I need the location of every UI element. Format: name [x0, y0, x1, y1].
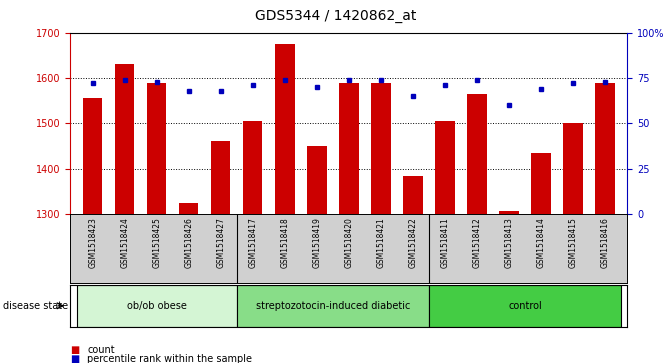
Bar: [244, 121, 262, 214]
Bar: [564, 123, 582, 214]
Bar: [403, 176, 423, 214]
Text: GSM1518426: GSM1518426: [185, 217, 193, 269]
Text: GSM1518422: GSM1518422: [409, 217, 417, 268]
Bar: [211, 141, 231, 214]
Text: GSM1518427: GSM1518427: [216, 217, 225, 269]
Bar: [275, 44, 295, 214]
Text: GSM1518415: GSM1518415: [568, 217, 578, 269]
Text: streptozotocin-induced diabetic: streptozotocin-induced diabetic: [256, 301, 410, 311]
Text: GSM1518424: GSM1518424: [120, 217, 130, 269]
Bar: [83, 98, 103, 214]
Bar: [499, 211, 519, 214]
Bar: [147, 82, 166, 214]
Text: GSM1518416: GSM1518416: [601, 217, 609, 269]
Bar: [371, 82, 391, 214]
Bar: [237, 285, 429, 327]
Text: GSM1518423: GSM1518423: [89, 217, 97, 269]
Bar: [595, 82, 615, 214]
Text: GSM1518420: GSM1518420: [344, 217, 354, 269]
Text: ob/ob obese: ob/ob obese: [127, 301, 187, 311]
Text: GSM1518414: GSM1518414: [537, 217, 546, 269]
Text: GSM1518418: GSM1518418: [280, 217, 289, 268]
Text: disease state: disease state: [3, 301, 68, 311]
Bar: [115, 65, 134, 214]
Text: control: control: [508, 301, 542, 311]
Text: ■: ■: [70, 354, 80, 363]
Bar: [429, 285, 621, 327]
Bar: [340, 82, 358, 214]
Bar: [435, 121, 454, 214]
Text: GDS5344 / 1420862_at: GDS5344 / 1420862_at: [255, 9, 416, 23]
Text: GSM1518421: GSM1518421: [376, 217, 385, 268]
Bar: [467, 94, 486, 214]
Bar: [77, 285, 237, 327]
Text: GSM1518425: GSM1518425: [152, 217, 161, 269]
Text: percentile rank within the sample: percentile rank within the sample: [87, 354, 252, 363]
Bar: [179, 203, 199, 214]
Text: GSM1518411: GSM1518411: [440, 217, 450, 268]
Text: count: count: [87, 345, 115, 355]
Text: GSM1518419: GSM1518419: [313, 217, 321, 269]
Text: GSM1518412: GSM1518412: [472, 217, 482, 268]
Text: GSM1518417: GSM1518417: [248, 217, 258, 269]
Text: ■: ■: [70, 345, 80, 355]
Text: GSM1518413: GSM1518413: [505, 217, 513, 269]
Bar: [531, 153, 551, 214]
Bar: [307, 146, 327, 214]
